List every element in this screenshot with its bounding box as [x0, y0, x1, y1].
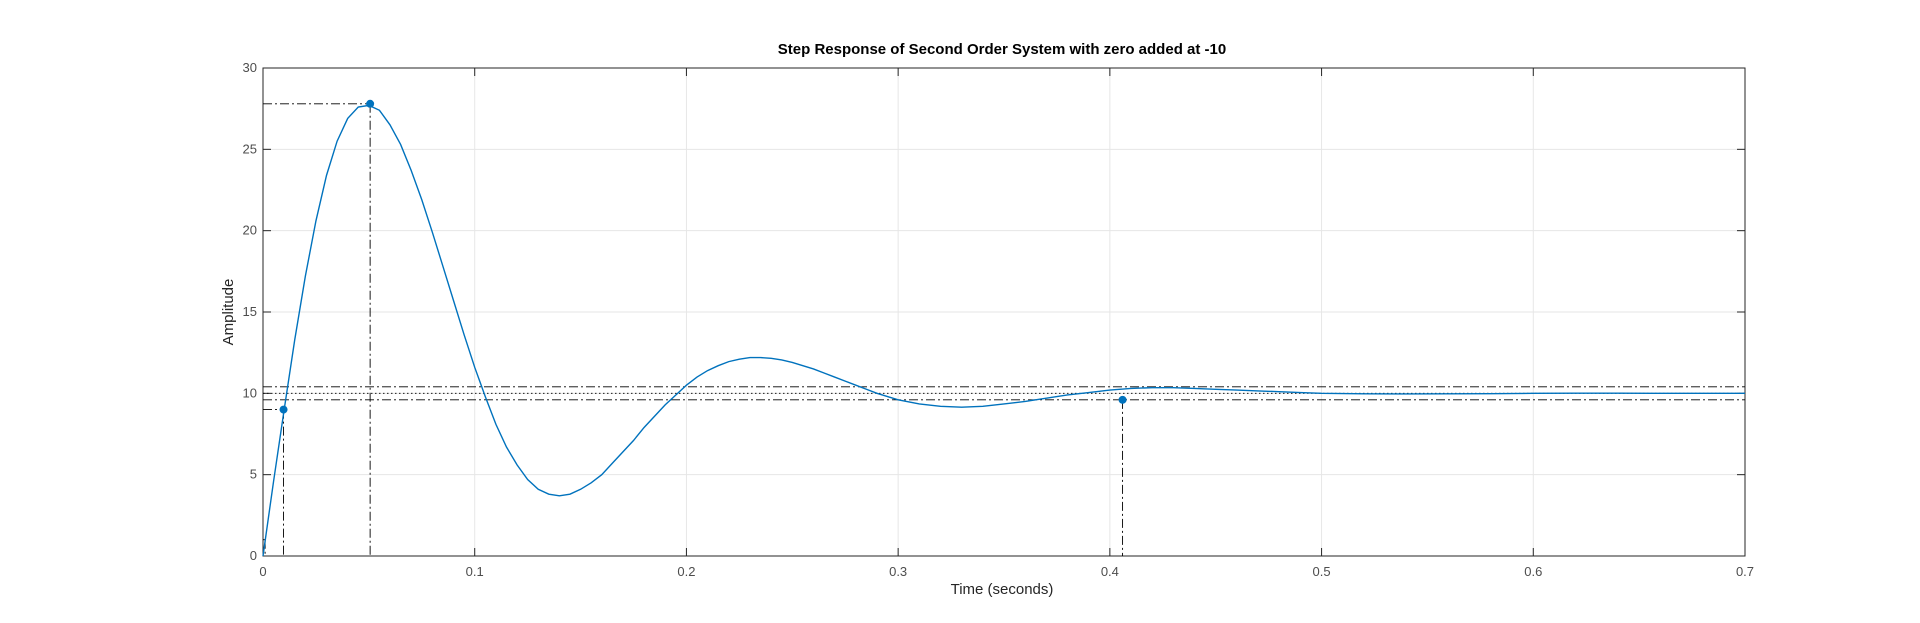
y-tick-label: 0: [250, 548, 257, 563]
y-tick-label: 5: [250, 467, 257, 482]
x-tick-label: 0.5: [1313, 564, 1331, 579]
y-tick-label: 10: [243, 385, 257, 400]
chart-title: Step Response of Second Order System wit…: [778, 41, 1226, 58]
y-axis-label: Amplitude: [220, 279, 237, 346]
y-tick-label: 20: [243, 223, 257, 238]
peak-marker: [366, 99, 375, 108]
x-tick-label: 0.2: [677, 564, 695, 579]
x-tick-label: 0: [259, 564, 266, 579]
x-tick-label: 0.4: [1101, 564, 1119, 579]
x-tick-label: 0.1: [466, 564, 484, 579]
rise-time-end-marker: [279, 405, 288, 414]
x-tick-label: 0.7: [1736, 564, 1754, 579]
settling-time-marker: [1118, 395, 1127, 404]
x-axis-label: Time (seconds): [951, 581, 1054, 598]
plot-area: 0 0.1 0.2 0.3 0.4 0.5 0.6 0.7 0 5 10 15 20 25 30: [243, 60, 1755, 579]
y-tick-label: 25: [243, 141, 257, 156]
x-tick-label: 0.6: [1524, 564, 1542, 579]
step-response-line: [262, 104, 1745, 557]
y-tick-label: 30: [243, 60, 257, 75]
y-tick-label: 15: [243, 304, 257, 319]
x-tick-label: 0.3: [889, 564, 907, 579]
